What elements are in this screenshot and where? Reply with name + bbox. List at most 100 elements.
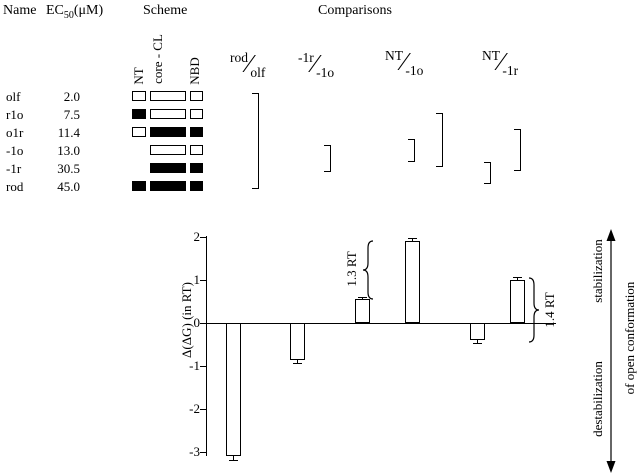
bar-nt-m1r-olfnt (510, 280, 525, 323)
y-tick-label: -2 (189, 401, 200, 416)
scheme-box-core-cl (150, 109, 186, 119)
error-bar-cap (513, 276, 522, 278)
domain-label-nt: NT (131, 67, 146, 85)
fraction-denominator: olf (250, 65, 266, 80)
construct-name: olf (6, 89, 21, 104)
bracket-m1r-m1o (324, 145, 331, 172)
double-arrow-icon (606, 229, 616, 473)
ec50-value: 45.0 (57, 179, 80, 194)
scheme-box-nt (132, 109, 146, 119)
y-tick (200, 237, 207, 238)
ec50-value: 7.5 (63, 107, 80, 122)
bar-nt-m1r-rodnt (470, 323, 485, 341)
error-bar-cap (473, 342, 482, 344)
ec50-prefix: EC (46, 3, 64, 18)
scheme-box-nt (132, 181, 146, 191)
scheme-box-nbd (190, 163, 203, 173)
ec50-unit: (μM) (73, 3, 104, 18)
y-tick-label: 1 (193, 272, 201, 287)
y-tick-label: 0 (193, 315, 201, 330)
scheme-box-nbd (190, 91, 203, 101)
error-bar-stem (297, 359, 298, 363)
bar-nt-m1o-olfnt (405, 241, 420, 323)
bracket-nt-m1o-rodnt (408, 139, 415, 162)
error-bar-cap (293, 362, 302, 364)
header-comparisons: Comparisons (318, 3, 392, 18)
ec50-value: 11.4 (57, 125, 80, 140)
scheme-box-nt (132, 127, 146, 137)
y-tick (200, 280, 207, 281)
table-row: -1r 30.5 (0, 160, 270, 177)
scheme-box-core-cl (150, 181, 186, 191)
annotation-of-open-conformation: of open conformation (622, 281, 637, 395)
construct-name: r1o (6, 107, 24, 122)
scheme-box-nbd (190, 181, 203, 191)
y-tick (200, 366, 207, 367)
construct-name: o1r (6, 125, 24, 140)
comparison-label-nt-m1r: NT∕-1r (482, 46, 518, 78)
fraction-numerator: NT (482, 48, 500, 63)
difference-brace-right (528, 277, 540, 343)
error-bar-cap (408, 238, 417, 240)
fraction-slash: ∕ (499, 47, 504, 76)
fraction-denominator: -1o (316, 65, 335, 80)
error-bar-stem (517, 276, 518, 280)
ec50-value: 2.0 (63, 89, 80, 104)
scheme-box-nbd (190, 145, 203, 155)
scheme-box-nbd (190, 109, 203, 119)
bracket-nt-m1o-olfnt (436, 113, 443, 167)
comparison-label-nt-m1o: NT∕-1o (385, 46, 423, 78)
construct-name: -1r (6, 161, 22, 176)
difference-label-1-3rt: 1.3 RT (344, 251, 359, 287)
difference-label-1-4rt: 1.4 RT (542, 292, 557, 328)
comparison-label-rod-olf: rod∕olf (230, 48, 265, 80)
ec50-value: 30.5 (57, 161, 80, 176)
table-row: r1o 7.5 (0, 106, 270, 123)
fraction-slash: ∕ (402, 47, 407, 76)
table-row: olf 2.0 (0, 88, 270, 105)
y-tick-label: -1 (189, 358, 200, 373)
y-tick (200, 409, 207, 410)
scheme-box-nbd (190, 127, 203, 137)
ec50-value: 13.0 (57, 143, 80, 158)
bracket-nt-m1r-rodnt (484, 162, 491, 184)
error-bar-cap (358, 297, 367, 299)
zero-baseline (207, 323, 556, 324)
scheme-box-core-cl (150, 91, 186, 101)
table-row: -1o 13.0 (0, 142, 270, 159)
difference-brace-left (362, 240, 374, 300)
y-tick-label: 2 (193, 229, 201, 244)
scheme-box-core-cl (150, 145, 186, 155)
table-row: o1r 11.4 (0, 124, 270, 141)
fraction-numerator: rod (230, 50, 248, 65)
header-scheme: Scheme (143, 3, 188, 18)
comparison-label-m1r-m1o: -1r∕-1o (298, 48, 334, 80)
bar-nt-m1o-rodnt (355, 299, 370, 323)
y-tick (200, 452, 207, 453)
ec50-subscript: 50 (63, 9, 74, 21)
domain-label-core-cl: core - CL (150, 34, 165, 84)
y-axis (206, 236, 207, 456)
error-bar-stem (233, 456, 234, 460)
header-name: Name (3, 3, 37, 18)
table-row: rod 45.0 (0, 178, 270, 195)
fraction-numerator: NT (385, 48, 403, 63)
header-ec50: EC50(μM) (46, 3, 103, 21)
y-tick-label: -3 (189, 444, 200, 459)
error-bar-stem (477, 340, 478, 343)
construct-name: -1o (6, 143, 24, 158)
scheme-box-core-cl (150, 163, 186, 173)
fraction-denominator: -1r (502, 63, 519, 78)
error-bar-stem (362, 297, 363, 300)
fraction-slash: ∕ (247, 49, 252, 78)
scheme-box-nt (132, 91, 146, 101)
fraction-slash: ∕ (312, 49, 318, 78)
error-bar-stem (412, 238, 413, 242)
bracket-rod-olf (252, 93, 259, 189)
y-tick (200, 323, 207, 324)
fraction-numerator: -1r (298, 50, 314, 65)
construct-name: rod (6, 179, 24, 194)
domain-label-nbd: NBD (187, 57, 202, 85)
bracket-nt-m1r-olfnt (514, 129, 521, 171)
